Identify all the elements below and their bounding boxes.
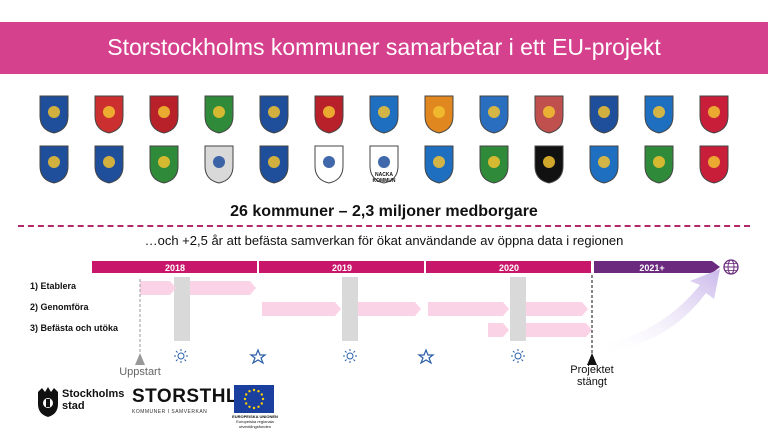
dashed-divider <box>18 225 750 227</box>
phase2-arrow <box>358 302 421 316</box>
storsthlm-logo: STORSTHLM KOMMUNER I SAMVERKAN <box>132 386 254 415</box>
municipality-crest <box>643 94 675 134</box>
eu-line2: Europeiska regionala <box>236 419 274 424</box>
municipality-crest <box>478 94 510 134</box>
eu-flag-icon <box>234 385 274 413</box>
start-label: Uppstart <box>119 366 161 378</box>
globe-icon <box>723 259 739 275</box>
municipality-crest <box>698 94 730 134</box>
year-label-2020: 2020 <box>499 263 519 273</box>
eu-star <box>245 402 248 405</box>
storsthlm-subtext: KOMMUNER I SAMVERKAN <box>132 409 208 415</box>
partner-logos: Stockholms stad STORSTHLM KOMMUNER I SAM… <box>0 380 768 432</box>
future-growth-arrow <box>596 269 720 353</box>
gray-period <box>510 277 526 341</box>
stockholm-line2: stad <box>62 400 85 412</box>
end-label-line2: stängt <box>577 376 607 388</box>
municipality-crest <box>38 144 70 184</box>
municipality-crest <box>38 94 70 134</box>
stockholm-stad-logo: Stockholms stad <box>62 388 124 412</box>
municipality-crest <box>313 94 345 134</box>
municipality-crest <box>258 144 290 184</box>
phase1-arrow <box>140 281 176 295</box>
municipality-crest <box>643 144 675 184</box>
municipality-crest <box>423 94 455 134</box>
eu-star <box>252 388 256 392</box>
eu-star <box>257 405 260 408</box>
sun-icon <box>174 349 188 363</box>
phase3-arrow <box>488 323 509 337</box>
sun-icon <box>511 349 525 363</box>
nacka-text: NACKA <box>374 172 394 178</box>
municipality-crest <box>533 144 565 184</box>
phase-label-genomfora: 2) Genomföra <box>30 302 89 312</box>
end-label-line1: Projektet <box>570 364 614 376</box>
municipality-crest <box>588 144 620 184</box>
eu-star <box>260 402 263 405</box>
phase1-arrow <box>190 281 256 295</box>
year-bar-2019 <box>259 261 424 273</box>
municipality-crest <box>698 144 730 184</box>
municipality-crest <box>313 144 345 184</box>
headline: 26 kommuner – 2,3 miljoner medborgare <box>230 203 538 220</box>
phase-label-befasta: 3) Befästa och utöka <box>30 323 119 333</box>
municipality-crest <box>93 144 125 184</box>
stockholm-line1: Stockholms <box>62 388 125 400</box>
star-icon <box>417 348 435 365</box>
municipality-crest <box>148 94 180 134</box>
eu-caption: EUROPEISKA UNIONEN Europeiska regionala … <box>228 414 282 429</box>
municipality-crest <box>148 144 180 184</box>
eu-star <box>261 397 265 401</box>
gray-period <box>342 277 358 341</box>
phase2-arrow <box>262 302 341 316</box>
page-title: Storstockholms kommuner samarbetar i ett… <box>107 34 661 60</box>
municipality-crest <box>368 94 400 134</box>
year-label-2021: 2021+ <box>639 263 664 273</box>
municipality-crest <box>478 144 510 184</box>
year-label-2019: 2019 <box>332 263 352 273</box>
phase2-arrow <box>526 302 588 316</box>
municipality-crest <box>258 94 290 134</box>
eu-star <box>243 397 247 401</box>
municipality-crest <box>203 94 235 134</box>
subline: …och +2,5 år att befästa samverkan för ö… <box>144 233 624 248</box>
municipality-crest <box>203 144 235 184</box>
year-bar-2020 <box>426 261 591 273</box>
gray-period <box>174 277 190 341</box>
municipality-crest <box>588 94 620 134</box>
eu-star <box>257 390 260 393</box>
end-marker <box>587 353 597 365</box>
storsthlm-text: STORSTHLM <box>132 386 255 407</box>
eu-star <box>260 393 263 396</box>
nacka-kommun-logo: NACKA KOMMUN <box>366 172 402 184</box>
project-timeline: 2018 2019 2020 2021+ <box>92 259 739 365</box>
title-banner: Storstockholms kommuner samarbetar i ett… <box>0 22 768 74</box>
year-label-2018: 2018 <box>165 263 185 273</box>
municipality-crest <box>423 144 455 184</box>
star-icon <box>249 348 267 365</box>
eu-star <box>252 406 256 410</box>
municipality-crest <box>368 144 400 184</box>
year-bar-2021 <box>594 261 720 273</box>
eu-star <box>245 393 248 396</box>
end-label: Projektet stängt <box>562 364 622 388</box>
kommun-text: KOMMUN <box>372 178 396 184</box>
eu-star <box>248 390 251 393</box>
eu-line1: EUROPEISKA UNIONEN <box>232 414 278 419</box>
phase3-arrow <box>526 323 592 337</box>
start-marker <box>135 353 145 365</box>
municipality-crest <box>93 94 125 134</box>
stockholm-crown-icon <box>38 387 58 417</box>
phase2-arrow <box>428 302 509 316</box>
phase-label-etablera: 1) Etablera <box>30 281 77 291</box>
eu-star <box>248 405 251 408</box>
municipality-crest <box>533 94 565 134</box>
year-bar-2018 <box>92 261 257 273</box>
sun-icon <box>343 349 357 363</box>
municipality-crests: NACKA KOMMUN <box>0 86 768 186</box>
eu-line3: utvecklingsfonden <box>238 424 272 429</box>
